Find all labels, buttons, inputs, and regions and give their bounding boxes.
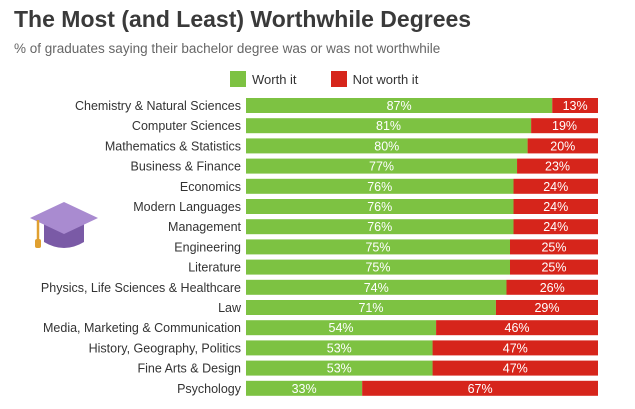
- bar-not-worth: [506, 279, 598, 295]
- data-label-not-worth: 25%: [541, 261, 566, 275]
- category-label: Business & Finance: [131, 160, 242, 174]
- category-label: Law: [218, 301, 242, 315]
- category-label: History, Geography, Politics: [89, 341, 241, 355]
- bar-worth: [246, 320, 437, 336]
- data-label-worth: 33%: [292, 382, 317, 396]
- bar-not-worth: [513, 219, 598, 235]
- bar-not-worth: [552, 98, 598, 113]
- data-label-not-worth: 19%: [552, 119, 577, 133]
- bar-worth: [246, 138, 528, 154]
- bar-not-worth: [510, 259, 598, 275]
- data-label-not-worth: 24%: [543, 180, 568, 194]
- data-label-not-worth: 24%: [543, 220, 568, 234]
- bar-not-worth: [510, 239, 598, 255]
- data-label-not-worth: 20%: [550, 139, 575, 153]
- data-label-not-worth: 25%: [541, 240, 566, 254]
- category-label: Chemistry & Natural Sciences: [75, 99, 241, 113]
- category-label: Economics: [180, 180, 241, 194]
- data-label-not-worth: 26%: [540, 281, 565, 295]
- data-label-worth: 76%: [367, 220, 392, 234]
- category-label: Psychology: [177, 382, 242, 396]
- category-label: Computer Sciences: [132, 119, 241, 133]
- data-label-worth: 80%: [374, 139, 399, 153]
- category-label: Engineering: [174, 240, 241, 254]
- bar-worth: [246, 199, 514, 214]
- data-label-not-worth: 46%: [505, 321, 530, 335]
- bar-worth: [246, 239, 510, 255]
- bar-worth: [246, 279, 507, 295]
- bar-worth: [246, 219, 514, 235]
- category-label: Fine Arts & Design: [137, 362, 241, 376]
- legend-label-worth: Worth it: [252, 71, 297, 87]
- data-label-worth: 53%: [327, 341, 352, 355]
- data-label-not-worth: 24%: [543, 200, 568, 214]
- data-label-worth: 75%: [365, 261, 390, 275]
- chart-legend: Worth it Not worth it: [230, 71, 452, 87]
- data-label-worth: 81%: [376, 119, 401, 133]
- bar-not-worth: [495, 300, 598, 315]
- bar-not-worth: [362, 380, 598, 396]
- bar-worth: [246, 259, 510, 275]
- data-label-worth: 76%: [367, 200, 392, 214]
- data-label-not-worth: 23%: [545, 160, 570, 174]
- category-label: Management: [168, 220, 241, 234]
- bar-worth: [246, 158, 518, 174]
- bar-not-worth: [432, 360, 598, 376]
- data-label-worth: 74%: [364, 281, 389, 295]
- category-label: Media, Marketing & Communication: [43, 321, 241, 335]
- category-label: Modern Languages: [133, 200, 241, 214]
- category-label: Physics, Life Sciences & Healthcare: [41, 281, 241, 295]
- bar-worth: [246, 340, 433, 356]
- bar-not-worth: [436, 320, 598, 336]
- category-label: Mathematics & Statistics: [105, 139, 241, 153]
- bar-worth: [246, 360, 433, 376]
- data-label-worth: 77%: [369, 160, 394, 174]
- legend-label-not-worth: Not worth it: [352, 71, 419, 87]
- bar-not-worth: [513, 178, 598, 194]
- data-label-not-worth: 47%: [503, 341, 528, 355]
- bar-worth: [246, 300, 496, 315]
- data-label-worth: 54%: [329, 321, 354, 335]
- legend-item-worth: Worth it: [230, 71, 297, 87]
- legend-item-not-worth: Not worth it: [330, 71, 419, 87]
- chart-subtitle: % of graduates saying their bachelor deg…: [14, 41, 441, 56]
- bar-worth: [246, 380, 363, 396]
- data-label-worth: 71%: [358, 301, 383, 315]
- bar-not-worth: [531, 118, 598, 134]
- bar-not-worth: [432, 340, 598, 356]
- legend-swatch-worth: [230, 71, 246, 87]
- bar-not-worth: [517, 158, 598, 174]
- bar-not-worth: [513, 199, 598, 214]
- data-label-worth: 75%: [365, 240, 390, 254]
- bar-worth: [246, 98, 553, 113]
- data-label-worth: 87%: [387, 99, 412, 113]
- bar-not-worth: [527, 138, 598, 154]
- data-label-not-worth: 13%: [563, 99, 588, 113]
- bar-worth: [246, 178, 514, 194]
- bar-worth: [246, 118, 532, 134]
- data-label-not-worth: 47%: [503, 362, 528, 376]
- data-label-not-worth: 67%: [468, 382, 493, 396]
- chart-title: The Most (and Least) Worthwhile Degrees: [14, 6, 472, 32]
- data-label-not-worth: 29%: [534, 301, 559, 315]
- legend-swatch-not-worth: [330, 71, 347, 87]
- graduation-cap-icon: [28, 198, 100, 263]
- category-label: Literature: [188, 261, 241, 275]
- data-label-worth: 76%: [367, 180, 392, 194]
- data-label-worth: 53%: [327, 362, 352, 376]
